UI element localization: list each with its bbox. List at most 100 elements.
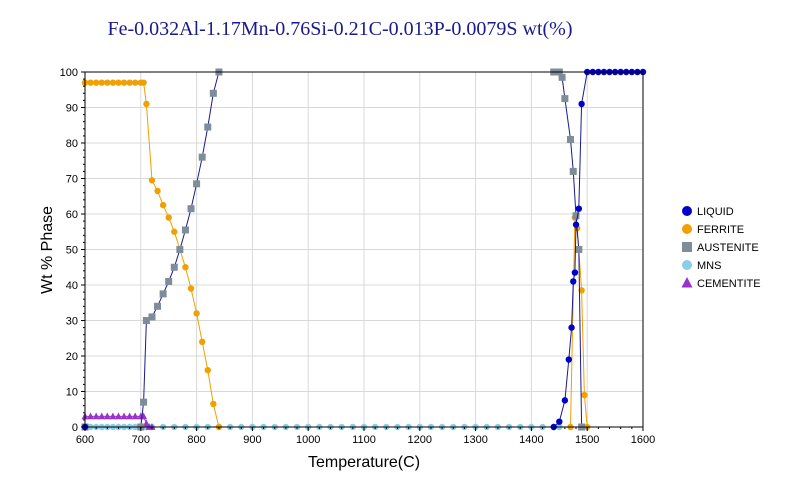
x-tick-label: 900 bbox=[243, 434, 261, 446]
y-tick-label: 100 bbox=[60, 67, 78, 79]
data-point-cementite bbox=[126, 412, 134, 420]
data-point-austenite bbox=[176, 246, 184, 253]
data-point-austenite bbox=[142, 317, 150, 324]
data-point-ferrite bbox=[581, 391, 588, 399]
x-tick-label: 1200 bbox=[408, 434, 432, 446]
data-point-ferrite bbox=[87, 79, 94, 86]
data-point-cementite bbox=[98, 412, 106, 420]
data-point-austenite bbox=[159, 290, 167, 298]
data-point-cementite bbox=[131, 412, 139, 420]
data-point-ferrite bbox=[115, 79, 122, 86]
data-point-cementite bbox=[92, 412, 100, 420]
y-tick-label: 0 bbox=[72, 422, 78, 434]
legend-item-mns: MNS bbox=[682, 260, 721, 272]
data-point-ferrite bbox=[171, 228, 178, 235]
legend-label-cementite: CEMENTITE bbox=[697, 278, 761, 290]
x-tick-label: 700 bbox=[132, 434, 150, 446]
data-point-liquid bbox=[556, 418, 563, 425]
data-point-ferrite bbox=[92, 79, 100, 86]
y-tick-label: 10 bbox=[66, 387, 78, 399]
y-tick-label: 60 bbox=[66, 209, 78, 221]
data-point-ferrite bbox=[154, 187, 161, 195]
data-point-austenite bbox=[170, 263, 178, 271]
x-tick-label: 600 bbox=[76, 434, 94, 446]
data-point-austenite bbox=[187, 205, 195, 213]
legend-item-cementite: CEMENTITE bbox=[681, 277, 761, 290]
data-point-ferrite bbox=[165, 214, 172, 221]
data-point-ferrite bbox=[159, 201, 167, 209]
y-tick-label: 50 bbox=[66, 245, 78, 257]
data-point-austenite bbox=[148, 313, 156, 321]
data-point-liquid bbox=[561, 397, 569, 404]
data-point-ferrite bbox=[98, 79, 105, 86]
y-tick-label: 20 bbox=[66, 351, 78, 363]
series-line-ferrite bbox=[85, 82, 588, 428]
tick-layer: 0 10 20 30 40 50 60 70 80 90 100 600 700 800 900 1000 11… bbox=[60, 67, 656, 446]
y-tick-label: 80 bbox=[66, 138, 78, 150]
x-tick-label: 1500 bbox=[575, 434, 599, 446]
data-point-austenite bbox=[209, 89, 217, 97]
data-point-ferrite bbox=[148, 177, 156, 184]
data-point-ferrite bbox=[187, 285, 195, 292]
x-tick-label: 1000 bbox=[296, 434, 320, 446]
legend-label-ferrite: FERRITE bbox=[697, 224, 744, 236]
legend-label-liquid: LIQUID bbox=[697, 206, 734, 218]
legend-marker-cementite bbox=[681, 277, 693, 288]
x-tick-label: 1400 bbox=[519, 434, 543, 446]
data-point-austenite bbox=[558, 73, 566, 81]
data-point-ferrite bbox=[120, 79, 128, 86]
data-point-liquid bbox=[568, 324, 575, 331]
x-tick-label: 1100 bbox=[352, 434, 376, 446]
data-point-cementite bbox=[142, 419, 150, 427]
data-point-austenite bbox=[561, 95, 569, 103]
data-point-austenite bbox=[569, 167, 577, 175]
data-point-ferrite bbox=[104, 79, 111, 86]
grid-layer bbox=[84, 71, 644, 428]
legend-item-ferrite: FERRITE bbox=[682, 224, 744, 236]
data-point-austenite bbox=[154, 302, 162, 310]
data-point-cementite bbox=[109, 412, 117, 420]
x-tick-label: 1600 bbox=[631, 434, 655, 446]
data-point-austenite bbox=[204, 123, 212, 131]
data-point-austenite bbox=[198, 153, 206, 161]
data-point-ferrite bbox=[143, 100, 150, 108]
legend-label-austenite: AUSTENITE bbox=[697, 242, 759, 254]
data-point-liquid bbox=[578, 100, 585, 108]
data-point-austenite bbox=[572, 212, 580, 220]
data-point-austenite bbox=[165, 277, 173, 285]
data-point-cementite bbox=[114, 412, 122, 420]
y-tick-label: 30 bbox=[66, 316, 78, 328]
data-point-liquid bbox=[572, 221, 580, 228]
data-point-austenite bbox=[193, 180, 201, 188]
legend-label-mns: MNS bbox=[697, 260, 721, 272]
chart-title: Fe-0.032Al-1.17Mn-0.76Si-0.21C-0.013P-0.… bbox=[107, 18, 573, 40]
data-point-ferrite bbox=[132, 79, 139, 86]
data-point-austenite bbox=[181, 226, 189, 234]
data-point-cementite bbox=[103, 412, 111, 420]
legend-marker-ferrite bbox=[682, 224, 692, 234]
x-tick-label: 800 bbox=[187, 434, 205, 446]
data-point-ferrite bbox=[204, 367, 211, 374]
data-point-ferrite bbox=[182, 264, 189, 271]
legend: LIQUID FERRITE AUSTENITE MNS CEMENTITE bbox=[681, 206, 761, 290]
data-point-cementite bbox=[120, 412, 128, 420]
data-point-austenite bbox=[566, 135, 574, 143]
data-point-austenite bbox=[140, 398, 148, 406]
data-point-cementite bbox=[87, 412, 95, 420]
legend-item-liquid: LIQUID bbox=[682, 206, 734, 218]
data-point-liquid bbox=[565, 356, 572, 363]
series-ferrite bbox=[81, 79, 591, 431]
y-tick-label: 40 bbox=[66, 280, 78, 292]
legend-marker-austenite bbox=[682, 242, 692, 252]
data-point-ferrite bbox=[578, 287, 585, 294]
y-tick-label: 70 bbox=[66, 174, 78, 186]
x-axis-title: Temperature(C) bbox=[308, 454, 420, 471]
legend-item-austenite: AUSTENITE bbox=[682, 242, 759, 254]
data-point-ferrite bbox=[109, 79, 117, 86]
data-point-ferrite bbox=[126, 79, 133, 86]
data-point-ferrite bbox=[193, 310, 200, 317]
legend-marker-liquid bbox=[682, 206, 692, 216]
data-point-liquid bbox=[575, 205, 583, 212]
y-axis-title: Wt % Phase bbox=[39, 206, 56, 294]
